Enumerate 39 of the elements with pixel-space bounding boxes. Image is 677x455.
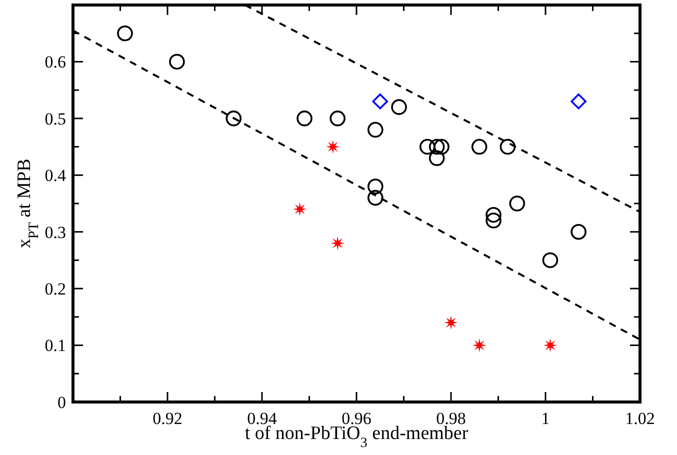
y-tick-label: 0.3 [44,222,66,242]
y-tick-label: 0.4 [44,166,66,186]
point [226,110,242,126]
point [542,252,558,268]
x-axis-title: t of non-PbTiO$_{3}$ end-member [244,423,468,451]
point [428,138,445,155]
x-tick-label: 1 [541,409,550,428]
point [419,138,436,155]
point [330,236,345,250]
point [570,224,586,240]
point [330,110,346,126]
point [391,99,407,115]
y-tick-label: 0.2 [44,280,66,299]
point [570,94,586,110]
point [326,140,340,154]
y-tick-label: 0 [58,392,66,412]
point [486,206,502,223]
x-tick-label: 1.02 [625,409,655,428]
point [444,316,458,330]
point [368,178,384,194]
point [169,54,185,70]
point [434,138,450,155]
point [471,138,488,155]
point [117,25,133,42]
point [509,196,526,212]
point [543,338,558,352]
y-tick-label: 0.6 [44,52,66,72]
point [428,150,445,166]
point [292,202,307,216]
point [372,94,388,110]
x-tick-label: 0.92 [152,409,182,428]
point [368,122,384,138]
y-tick-label: 0.5 [44,109,66,128]
point [486,212,502,228]
point [296,110,312,126]
y-tick-label: 0.1 [44,336,66,356]
point [500,138,516,155]
point [368,190,384,206]
point [472,338,486,352]
